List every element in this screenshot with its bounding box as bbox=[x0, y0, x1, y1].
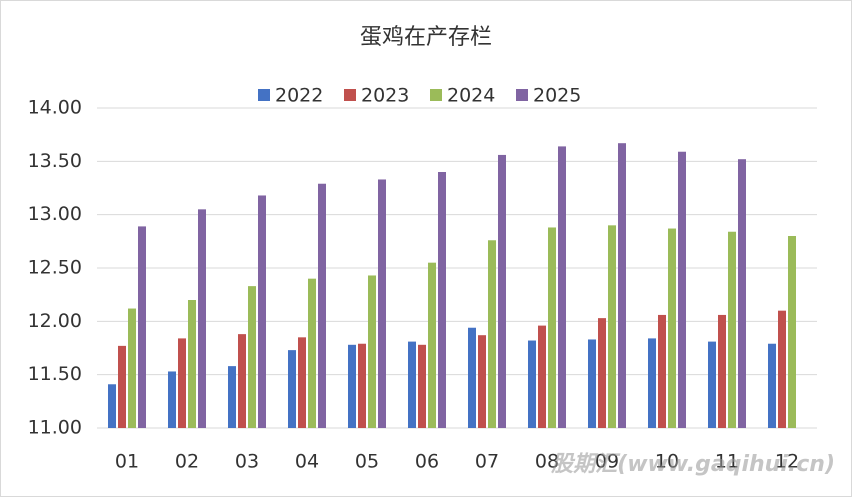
bar bbox=[178, 338, 186, 428]
bar bbox=[528, 340, 536, 428]
bar bbox=[228, 366, 236, 428]
legend-swatch bbox=[344, 89, 356, 101]
x-tick-label: 01 bbox=[115, 451, 139, 473]
bar bbox=[358, 343, 366, 428]
x-tick-label: 02 bbox=[175, 451, 199, 473]
bar bbox=[118, 345, 126, 428]
bar bbox=[558, 146, 566, 428]
x-tick-label: 07 bbox=[475, 451, 499, 473]
bar bbox=[658, 314, 666, 428]
x-tick-label: 10 bbox=[655, 451, 679, 473]
bar bbox=[408, 341, 416, 428]
x-tick-label: 04 bbox=[295, 451, 319, 473]
y-tick-label: 13.00 bbox=[28, 203, 82, 225]
legend-label: 2022 bbox=[275, 85, 323, 107]
bar bbox=[588, 339, 596, 428]
x-tick-label: 12 bbox=[775, 451, 799, 473]
bar bbox=[318, 183, 326, 428]
bar bbox=[198, 209, 206, 428]
x-tick-label: 03 bbox=[235, 451, 259, 473]
legend-swatch bbox=[516, 89, 528, 101]
bar bbox=[648, 338, 656, 428]
bar bbox=[778, 310, 786, 428]
x-tick-label: 08 bbox=[535, 451, 559, 473]
x-tick-label: 05 bbox=[355, 451, 379, 473]
bar bbox=[668, 228, 676, 428]
y-tick-label: 13.50 bbox=[28, 150, 82, 172]
bar bbox=[188, 300, 196, 428]
bar bbox=[738, 159, 746, 428]
bar bbox=[258, 195, 266, 428]
bar bbox=[718, 314, 726, 428]
bar bbox=[478, 335, 486, 428]
legend-label: 2025 bbox=[533, 85, 581, 107]
bar bbox=[538, 325, 546, 428]
bar bbox=[618, 143, 626, 428]
bar bbox=[128, 308, 136, 428]
y-tick-label: 12.00 bbox=[28, 310, 82, 332]
y-tick-label: 14.00 bbox=[28, 97, 82, 119]
y-tick-label: 11.50 bbox=[28, 363, 82, 385]
bar bbox=[368, 275, 376, 428]
bar bbox=[678, 151, 686, 428]
y-tick-label: 11.00 bbox=[28, 417, 82, 439]
bar bbox=[418, 344, 426, 428]
bar bbox=[248, 286, 256, 428]
bar bbox=[608, 225, 616, 428]
x-tick-label: 06 bbox=[415, 451, 439, 473]
bar bbox=[378, 179, 386, 428]
legend-label: 2023 bbox=[361, 85, 409, 107]
bar bbox=[488, 240, 496, 428]
legend-swatch bbox=[258, 89, 270, 101]
bar bbox=[288, 350, 296, 428]
y-tick-label: 12.50 bbox=[28, 257, 82, 279]
bar bbox=[728, 231, 736, 428]
bar bbox=[598, 318, 606, 428]
bar bbox=[138, 226, 146, 428]
x-tick-label: 09 bbox=[595, 451, 619, 473]
bar bbox=[548, 227, 556, 428]
bar bbox=[468, 327, 476, 428]
bar bbox=[768, 343, 776, 428]
bar bbox=[308, 278, 316, 428]
legend-swatch bbox=[430, 89, 442, 101]
bar bbox=[298, 337, 306, 428]
x-tick-label: 11 bbox=[715, 451, 739, 473]
watermark: 股期汇(www.gaqihui.cn) bbox=[550, 452, 835, 477]
bar bbox=[788, 236, 796, 428]
chart-title: 蛋鸡在产存栏 bbox=[360, 25, 492, 50]
bar bbox=[348, 344, 356, 428]
bar bbox=[438, 172, 446, 428]
legend-label: 2024 bbox=[447, 85, 495, 107]
bar bbox=[498, 154, 506, 428]
bar bbox=[108, 384, 116, 428]
bar bbox=[238, 334, 246, 428]
bar bbox=[168, 371, 176, 428]
bar bbox=[708, 341, 716, 428]
bar bbox=[428, 262, 436, 428]
